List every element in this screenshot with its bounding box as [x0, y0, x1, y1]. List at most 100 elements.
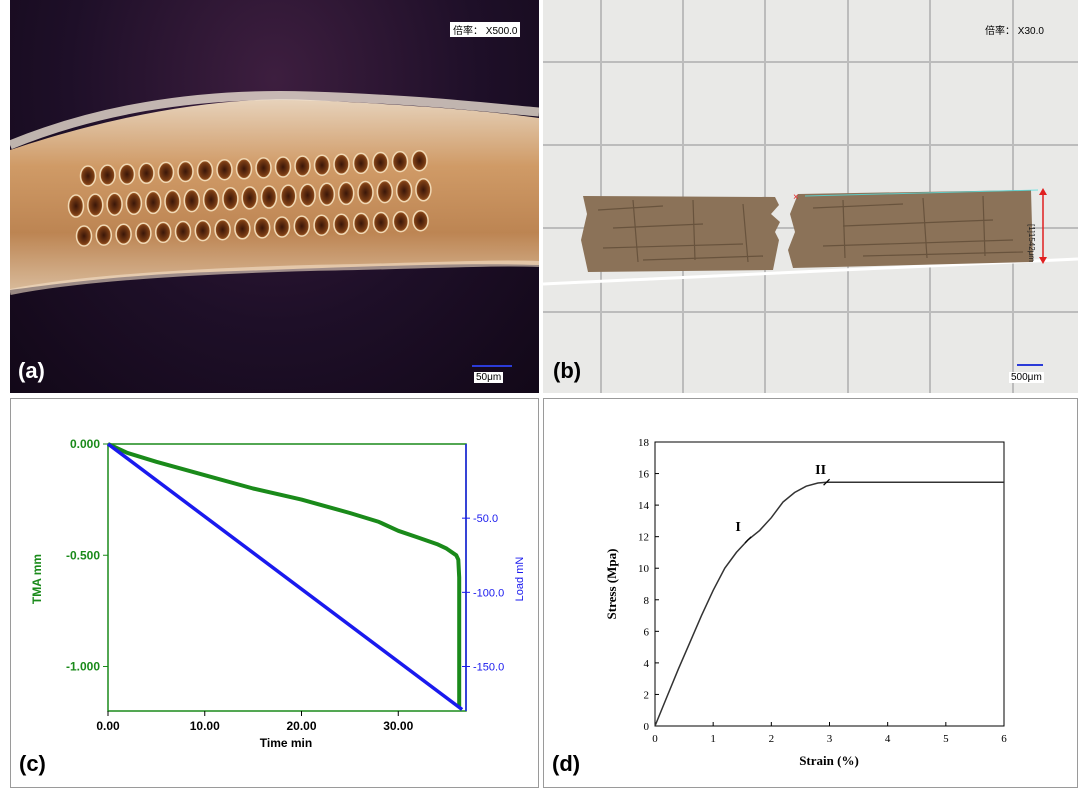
cell-wall [352, 152, 370, 175]
cell-wall [135, 222, 152, 245]
cell-wall [411, 149, 428, 172]
cell-wall [395, 178, 413, 203]
cell-wall [392, 210, 410, 233]
panel-label-c: (c) [19, 751, 46, 776]
photo-b-image: × [543, 0, 1078, 393]
tma-y-axis-label: TMA mm [30, 554, 44, 604]
stress-y-tick-label: 0 [644, 721, 650, 733]
annotation-label: I [735, 520, 740, 535]
micrograph-a-image [10, 91, 539, 295]
tma-series-line [107, 442, 462, 707]
cell-wall [260, 185, 278, 209]
load-y-tick-label: -50.0 [473, 513, 498, 525]
tma-chart-panel: 0.00 10.00 20.00 30.00 0.000 -0.500 -1.000 -5… [10, 398, 539, 788]
fiber-texture [602, 243, 744, 249]
cell-wall [357, 180, 374, 205]
stress-y-tick-label: 4 [644, 658, 650, 670]
cell-wall [154, 221, 172, 244]
load-y-axis-label: Load mN [514, 557, 526, 602]
cell-wall [183, 188, 201, 213]
cell-wall [106, 192, 123, 216]
stress-x-axis-label: Strain (%) [799, 753, 859, 768]
cell-wall [216, 158, 233, 181]
svg-text:×: × [793, 192, 799, 203]
load-series-line [106, 442, 464, 711]
annotation-marker [744, 536, 752, 544]
cell-wall [75, 225, 93, 247]
tma-x-tick-label: 0.00 [96, 719, 120, 733]
panel-label-d: (d) [552, 751, 581, 776]
cell-wall [202, 187, 220, 212]
cell-wall [280, 184, 297, 208]
scale-bar-label-b: 500μm [1009, 372, 1044, 383]
strain-x-tick-label: 0 [652, 733, 658, 745]
scale-bar-b [1017, 364, 1043, 366]
cell-wall [138, 162, 155, 185]
fiber-texture [692, 199, 696, 261]
cell-wall [415, 178, 432, 202]
stress-y-tick-label: 8 [644, 595, 650, 607]
measurement-label-b: [1]1542μm [1027, 224, 1036, 262]
fiber-texture [982, 195, 986, 257]
stress-y-tick-label: 2 [644, 689, 650, 701]
scale-bar-a [472, 365, 512, 367]
tma-x-tick-label: 10.00 [190, 719, 220, 733]
tma-y-tick-label: -1.000 [66, 660, 100, 674]
fiber-texture [842, 219, 994, 227]
fiber-texture [862, 251, 1024, 257]
cell-wall [222, 187, 239, 211]
cell-wall [157, 161, 175, 184]
cell-wall [318, 182, 336, 207]
strain-x-tick-label: 1 [710, 733, 716, 745]
cell-wall [293, 215, 311, 237]
tma-chart: 0.00 10.00 20.00 30.00 0.000 -0.500 -1.000 -5… [30, 437, 526, 750]
fiber-texture [597, 205, 664, 211]
cell-wall [79, 165, 97, 187]
strain-x-tick-label: 2 [769, 733, 775, 745]
cell-wall [294, 155, 311, 177]
cell-wall [194, 219, 212, 242]
fiber-texture [822, 239, 1014, 247]
cell-wall [115, 223, 132, 245]
stress-y-tick-label: 18 [638, 437, 650, 449]
cell-wall [372, 211, 390, 234]
tma-y-tick-label: -0.500 [66, 548, 100, 562]
cell-wall [372, 151, 389, 174]
scale-bar-label-a: 50μm [474, 372, 504, 383]
strain-x-tick-label: 5 [943, 733, 949, 745]
photo-panel-b: × 倍率： X30.0 [1]1542μm 500μm (b) [543, 0, 1078, 393]
cell-wall [313, 214, 330, 236]
tma-x-tick-label: 20.00 [286, 719, 316, 733]
stress-y-tick-label: 12 [638, 532, 649, 544]
stress-y-tick-label: 16 [638, 469, 650, 481]
micrograph-panel-a: 倍率： X500.0 50μm (a) [10, 0, 539, 393]
cell-wall [241, 186, 258, 210]
cell-wall [125, 191, 143, 216]
tma-y-tick-label: 0.000 [70, 437, 100, 451]
annotation-marker [823, 478, 831, 486]
stress-strain-curve [654, 481, 1004, 727]
fiber-texture [922, 197, 928, 259]
strain-x-tick-label: 3 [827, 733, 833, 745]
cell-wall [234, 218, 251, 240]
fiber-texture [812, 203, 904, 209]
cell-wall [412, 209, 429, 232]
panel-label-b: (b) [553, 358, 582, 383]
strain-x-tick-label: 6 [1001, 733, 1007, 745]
cell-wall [174, 220, 192, 243]
panel-label-a: (a) [18, 358, 45, 383]
cell-wall [273, 216, 291, 238]
strain-x-tick-label: 4 [885, 733, 891, 745]
cell-wall [255, 157, 272, 179]
cell-wall [299, 183, 316, 207]
stress-y-tick-label: 10 [638, 563, 650, 575]
cell-wall [391, 150, 409, 173]
cell-wall [118, 163, 136, 185]
stress-plot-frame [654, 441, 1005, 727]
cell-wall [376, 179, 394, 204]
cell-wall [214, 218, 231, 241]
tma-x-axis-label: Time min [260, 736, 312, 750]
cell-wall [196, 159, 214, 182]
fiber-texture [842, 199, 846, 259]
